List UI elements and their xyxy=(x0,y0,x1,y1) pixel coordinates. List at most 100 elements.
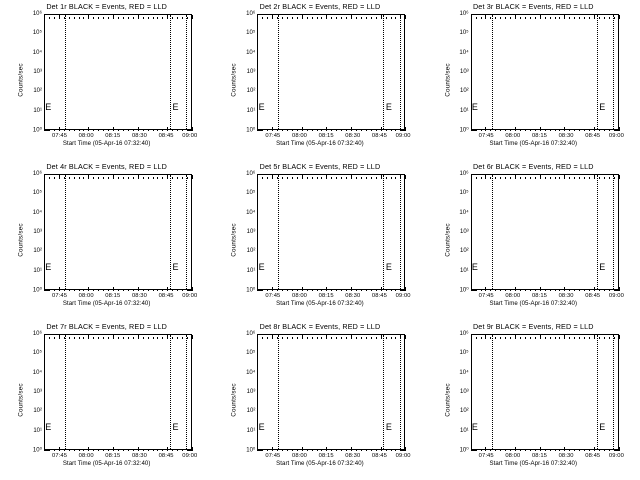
x-minor-tick xyxy=(390,176,392,179)
y-major-tick xyxy=(44,130,49,131)
x-tick-label: 07:45 xyxy=(478,453,494,459)
x-minor-tick xyxy=(142,16,144,19)
x-minor-tick xyxy=(68,16,70,19)
x-axis-ticks: 07:45 08:00 08:15 08:30 08:45 09:00 xyxy=(44,287,197,301)
x-tick-label: 07:45 xyxy=(265,293,281,299)
x-minor-tick xyxy=(44,16,45,19)
x-major-tick xyxy=(485,127,487,131)
x-minor-tick xyxy=(370,16,372,19)
x-axis-ticks: 07:45 08:00 08:15 08:30 08:45 09:00 xyxy=(44,447,197,461)
x-minor-tick xyxy=(375,16,377,19)
x-axis-label: Start Time (05-Apr-16 07:32:40) xyxy=(276,300,364,307)
y-tick-label: 10⁶ xyxy=(32,331,42,337)
x-minor-tick xyxy=(534,336,536,339)
x-minor-tick xyxy=(554,128,556,131)
x-minor-tick xyxy=(549,176,551,179)
event-marker-line xyxy=(278,175,280,289)
x-minor-tick xyxy=(68,288,70,291)
x-minor-tick xyxy=(306,336,308,339)
x-minor-tick xyxy=(162,448,164,451)
x-minor-tick xyxy=(98,336,100,339)
event-annotation-label: E xyxy=(45,102,52,112)
x-minor-tick xyxy=(584,16,586,19)
x-tick-label: 08:30 xyxy=(558,293,574,299)
x-minor-tick xyxy=(574,288,576,291)
x-tick-label: 08:15 xyxy=(531,453,547,459)
x-minor-tick xyxy=(257,448,259,451)
y-tick-label: 10⁵ xyxy=(246,30,256,37)
x-major-tick xyxy=(351,287,353,291)
x-major-tick xyxy=(564,15,566,19)
x-minor-tick xyxy=(603,16,605,19)
x-axis-label: Start Time (05-Apr-16 07:32:40) xyxy=(276,140,364,147)
x-minor-tick xyxy=(48,176,50,179)
x-major-tick xyxy=(593,127,595,131)
x-minor-tick xyxy=(321,176,323,179)
x-minor-tick xyxy=(277,128,279,131)
x-minor-tick xyxy=(475,448,477,451)
x-minor-tick xyxy=(400,288,402,291)
panel-title: Det 2r BLACK = Events, RED = LLD xyxy=(259,2,381,11)
x-minor-tick xyxy=(53,16,55,19)
x-major-tick xyxy=(593,335,595,339)
x-tick-label: 08:15 xyxy=(318,453,334,459)
x-minor-tick xyxy=(93,448,95,451)
x-minor-tick xyxy=(544,128,546,131)
x-minor-tick xyxy=(341,128,343,131)
x-minor-tick xyxy=(559,288,561,291)
x-major-tick xyxy=(301,287,303,291)
y-tick-label: 10² xyxy=(246,88,256,95)
y-major-tick xyxy=(257,290,263,291)
x-minor-tick xyxy=(83,288,85,291)
x-axis-ticks-top xyxy=(470,14,620,19)
x-major-tick xyxy=(485,335,487,339)
event-marker-line xyxy=(278,335,280,449)
x-minor-tick xyxy=(187,16,189,19)
event-marker-line xyxy=(491,335,493,449)
x-tick-label: 08:15 xyxy=(105,293,121,299)
event-annotation-label: E xyxy=(172,262,179,272)
x-minor-tick xyxy=(281,176,283,179)
x-major-tick xyxy=(564,287,566,291)
x-minor-tick xyxy=(63,128,65,131)
y-tick-label: 10² xyxy=(459,408,469,415)
x-minor-tick xyxy=(147,128,149,131)
event-marker-line xyxy=(170,175,172,289)
x-minor-tick xyxy=(495,176,497,179)
x-minor-tick xyxy=(529,448,531,451)
x-minor-tick xyxy=(470,128,472,131)
x-major-tick xyxy=(167,447,169,451)
x-minor-tick xyxy=(500,448,502,451)
x-minor-tick xyxy=(341,288,343,291)
x-major-tick xyxy=(351,175,353,179)
x-tick-label: 08:15 xyxy=(318,293,334,299)
x-minor-tick xyxy=(336,176,338,179)
y-tick-label: 10⁵ xyxy=(246,350,256,357)
event-annotation-label: E xyxy=(599,102,606,112)
x-minor-tick xyxy=(44,336,45,339)
x-minor-tick xyxy=(589,176,591,179)
x-major-tick xyxy=(88,335,90,339)
x-major-tick xyxy=(380,127,382,131)
x-tick-label: 08:45 xyxy=(371,293,387,299)
x-minor-tick xyxy=(118,336,119,339)
event-marker-line xyxy=(186,15,188,129)
x-minor-tick xyxy=(370,128,372,131)
x-minor-tick xyxy=(277,288,279,291)
x-tick-label: 08:00 xyxy=(291,453,308,459)
panel-title: Det 8r BLACK = Events, RED = LLD xyxy=(259,322,381,331)
x-minor-tick xyxy=(262,176,264,179)
x-minor-tick xyxy=(108,176,110,179)
x-major-tick xyxy=(88,15,90,19)
x-minor-tick xyxy=(162,16,164,19)
x-minor-tick xyxy=(519,336,521,339)
event-marker-line xyxy=(186,175,188,289)
y-axis-ticks: 10⁶ 10⁵ 10⁴ 10³ 10² 10¹ 10⁰ xyxy=(18,11,42,134)
x-minor-tick xyxy=(475,128,477,131)
x-minor-tick xyxy=(519,128,521,131)
y-tick-label: 10⁰ xyxy=(32,287,42,294)
x-minor-tick xyxy=(98,128,100,131)
x-tick-label: 08:30 xyxy=(558,133,574,139)
x-minor-tick xyxy=(574,176,576,179)
